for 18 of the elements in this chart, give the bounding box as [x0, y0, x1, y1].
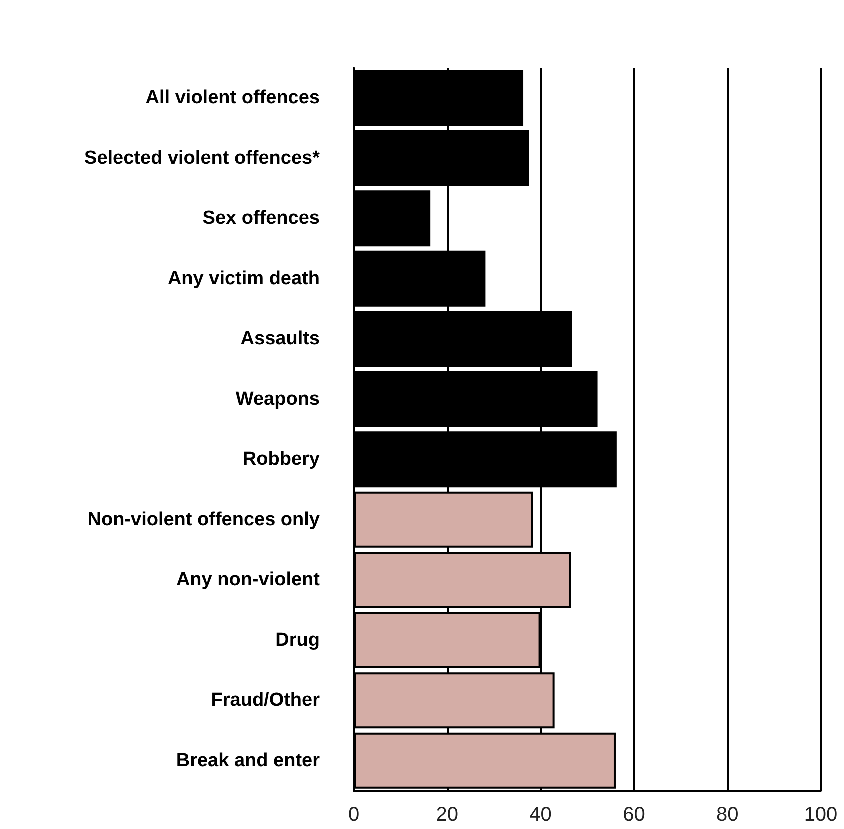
x-tick-label: 40: [530, 804, 552, 826]
x-tick-label: 0: [348, 804, 360, 826]
x-tick-label: 100: [804, 804, 838, 826]
y-tick-label: Any victim death: [168, 268, 320, 290]
y-tick-label: Robbery: [242, 449, 320, 470]
x-tick-label: 60: [623, 804, 646, 826]
x-tick-label: 80: [716, 804, 739, 826]
y-tick-label: Assaults: [240, 328, 320, 350]
y-tick-label: All violent offences: [146, 88, 320, 109]
y-tick-label: Weapons: [236, 388, 320, 410]
y-tick-label: Break and enter: [176, 750, 321, 772]
y-tick-label: Any non-violent: [176, 570, 321, 591]
x-tick-label: 20: [436, 804, 459, 826]
y-tick-label: Drug: [276, 630, 320, 651]
y-tick-label: Fraud/Other: [211, 690, 321, 712]
y-tick-label: Sex offences: [202, 208, 320, 230]
y-tick-label: Non-violent offences only: [88, 509, 320, 530]
y-tick-label: Selected violent offences*: [84, 148, 321, 169]
